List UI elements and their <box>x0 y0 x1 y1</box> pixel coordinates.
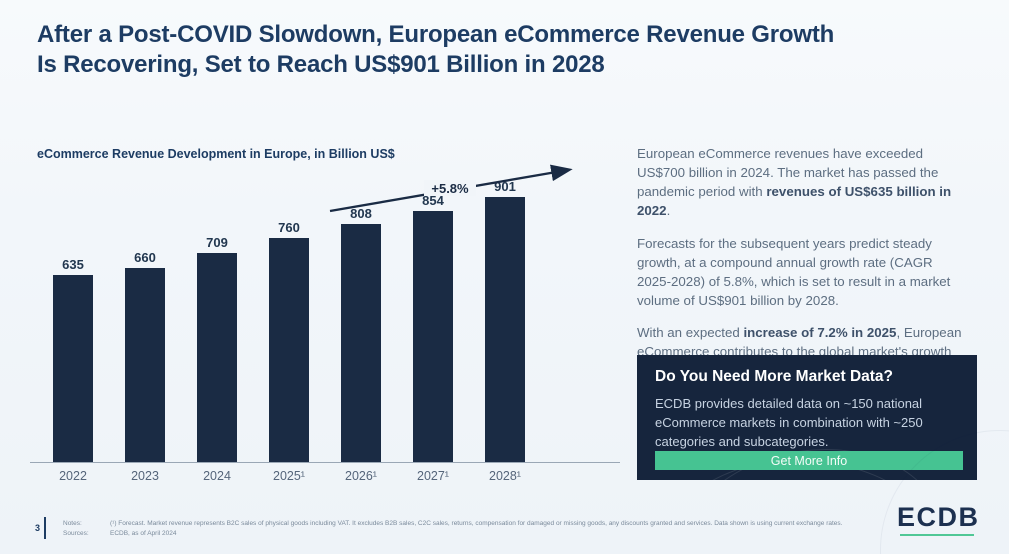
chart-title: eCommerce Revenue Development in Europe,… <box>37 147 395 161</box>
bar-value-label: 901 <box>494 179 516 194</box>
text-segment: With an expected <box>637 325 744 341</box>
chart-plot-area: 635 660 709 760 808 854 901 2022 2023 2024 2025¹ 2… <box>30 175 620 483</box>
x-axis-label: 2028¹ <box>489 469 521 483</box>
bar <box>125 267 165 462</box>
footer: 3 Notes: (¹) Forecast. Market revenue re… <box>0 502 1009 554</box>
x-axis-label: 2027¹ <box>417 469 449 483</box>
notes-label: Notes: <box>63 520 82 527</box>
bar-column: 760 <box>253 220 325 462</box>
cta-body-text: ECDB provides detailed data on ~150 nati… <box>655 396 923 450</box>
emphasized-text: revenues of US$635 billion in 2022 <box>637 184 952 219</box>
bar <box>53 275 93 462</box>
get-more-info-button[interactable]: Get More Info <box>655 451 963 470</box>
x-axis-label: 2025¹ <box>273 469 305 483</box>
page-title-line1: After a Post-COVID Slowdown, European eC… <box>37 21 835 48</box>
footer-divider <box>44 517 46 539</box>
bar <box>485 197 525 462</box>
page-title-line2: Is Recovering, Set to Reach US$901 Billi… <box>37 51 605 78</box>
bar-column: 635 <box>37 257 109 462</box>
commentary-paragraph-1: European eCommerce revenues have exceede… <box>637 144 963 221</box>
emphasized-text: increase of 7.2% in 2025 <box>743 325 897 341</box>
x-axis-label: 2022 <box>59 469 87 483</box>
bar <box>413 210 453 462</box>
bar-value-label: 808 <box>350 206 372 222</box>
bar-value-label: 635 <box>62 257 84 273</box>
bar-value-label: 854 <box>422 192 444 208</box>
ecdb-logo-underline <box>900 533 974 537</box>
bar <box>341 224 381 462</box>
x-axis-label: 2023 <box>131 469 159 483</box>
bar-column: 660 <box>109 250 181 462</box>
page-number: 3 <box>35 523 41 533</box>
bar-column: 808 <box>325 206 397 462</box>
sources-label: Sources: <box>63 530 89 538</box>
commentary-paragraph-2: Forecasts for the subsequent years predi… <box>637 234 963 311</box>
bar-column: 709 <box>181 235 253 462</box>
bar <box>197 253 237 462</box>
bar-column: 854 <box>397 193 469 462</box>
notes-text: (¹) Forecast. Market revenue represents … <box>110 520 843 527</box>
notes-block: Notes: (¹) Forecast. Market revenue repr… <box>63 519 842 539</box>
cta-heading: Do You Need More Market Data? <box>655 368 894 385</box>
page-title: After a Post-COVID Slowdown, European eC… <box>37 20 987 80</box>
bar-column: 901 <box>469 179 541 462</box>
bars: 635 660 709 760 808 854 901 <box>37 175 541 462</box>
x-axis-labels: 2022 2023 2024 2025¹ 2026¹ 2027¹ 2028¹ <box>37 469 541 483</box>
text-segment: European eCommerce revenues have exceede… <box>637 146 939 200</box>
ecdb-logo-text: ECDB <box>897 502 980 532</box>
text-segment: . <box>666 203 671 219</box>
bar-value-label: 709 <box>206 235 228 251</box>
cta-box: Do You Need More Market Data? ECDB provi… <box>637 355 977 480</box>
ecdb-logo: ECDB <box>897 502 980 537</box>
sources-text: ECDB, as of April 2024 <box>110 530 177 538</box>
x-axis-label: 2026¹ <box>345 469 377 483</box>
bar-value-label: 660 <box>134 249 156 265</box>
x-axis-label: 2024 <box>203 469 231 483</box>
text-segment: Forecasts for the subsequent years predi… <box>637 235 951 308</box>
bar <box>269 238 309 462</box>
bar-value-label: 760 <box>278 220 300 236</box>
